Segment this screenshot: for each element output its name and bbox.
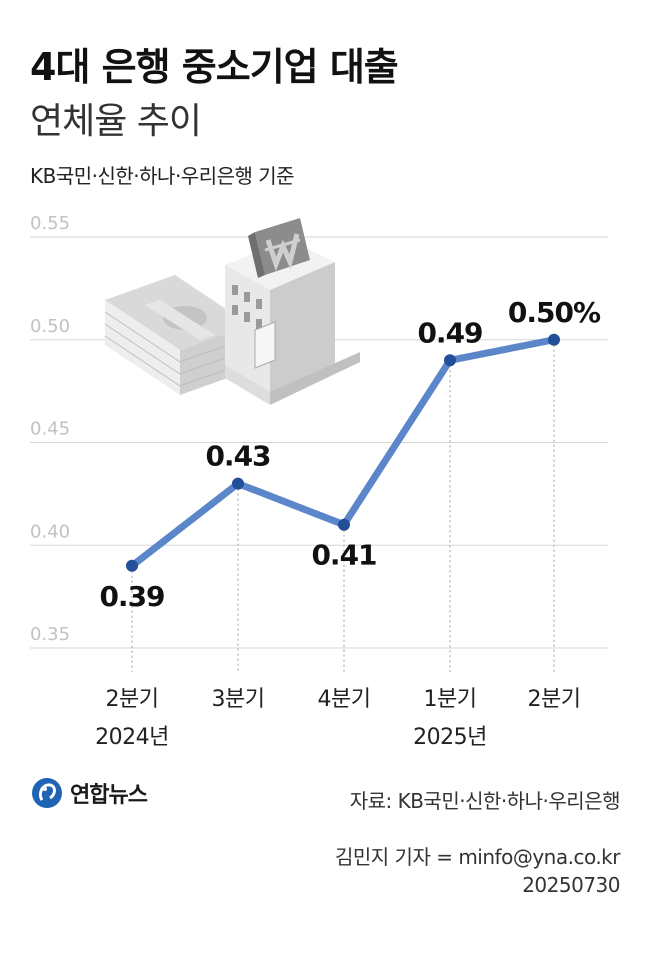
data-point <box>232 477 244 490</box>
data-label: 0.43 <box>205 440 270 473</box>
x-tick-label: 1분기 <box>424 687 477 712</box>
chart-note: KB국민·신한·하나·우리은행 기준 <box>30 164 295 188</box>
data-label: 0.41 <box>311 539 376 572</box>
year-labels: 2024년 2025년 <box>95 725 487 750</box>
line-chart: 0.55 0.50 0.45 0.40 0.35 <box>30 213 608 750</box>
x-tick-label: 2분기 <box>106 687 159 712</box>
bank-illustration <box>104 218 360 405</box>
credit-block: 김민지 기자 = minfo@yna.co.kr 20250730 <box>335 843 621 899</box>
x-tick-label: 2분기 <box>528 687 581 712</box>
y-tick-label: 0.35 <box>30 624 70 645</box>
data-label: 0.39 <box>99 580 164 613</box>
year-label: 2025년 <box>413 725 487 750</box>
data-point <box>126 559 138 572</box>
brand-logo: 연합뉴스 <box>30 776 148 810</box>
page-subtitle: 연체율 추이 <box>30 101 202 142</box>
source-text: 자료: KB국민·신한·하나·우리은행 <box>349 789 621 813</box>
grid: 0.55 0.50 0.45 0.40 0.35 <box>30 213 608 649</box>
y-tick-label: 0.45 <box>30 419 70 440</box>
y-tick-label: 0.50 <box>30 316 70 337</box>
year-label: 2024년 <box>95 725 169 750</box>
x-tick-label: 3분기 <box>212 687 265 712</box>
date-text: 20250730 <box>522 873 620 897</box>
drop-lines <box>131 339 555 672</box>
yonhap-logo-icon <box>32 778 62 808</box>
x-tick-label: 4분기 <box>318 687 371 712</box>
data-labels: 0.39 0.43 0.41 0.49 0.50% <box>99 296 602 613</box>
data-point <box>338 518 350 531</box>
logo-text: 연합뉴스 <box>70 783 148 808</box>
y-tick-label: 0.55 <box>30 213 70 234</box>
x-tick-labels: 2분기 3분기 4분기 1분기 2분기 <box>106 687 581 712</box>
data-label: 0.49 <box>417 316 482 349</box>
y-tick-label: 0.40 <box>30 521 70 542</box>
data-points <box>126 333 560 572</box>
data-label: 0.50% <box>508 296 601 329</box>
data-point <box>548 333 560 346</box>
data-point <box>444 354 456 367</box>
page-title: 4대 은행 중소기업 대출 <box>30 45 399 89</box>
credit-text: 김민지 기자 = minfo@yna.co.kr <box>335 845 621 869</box>
